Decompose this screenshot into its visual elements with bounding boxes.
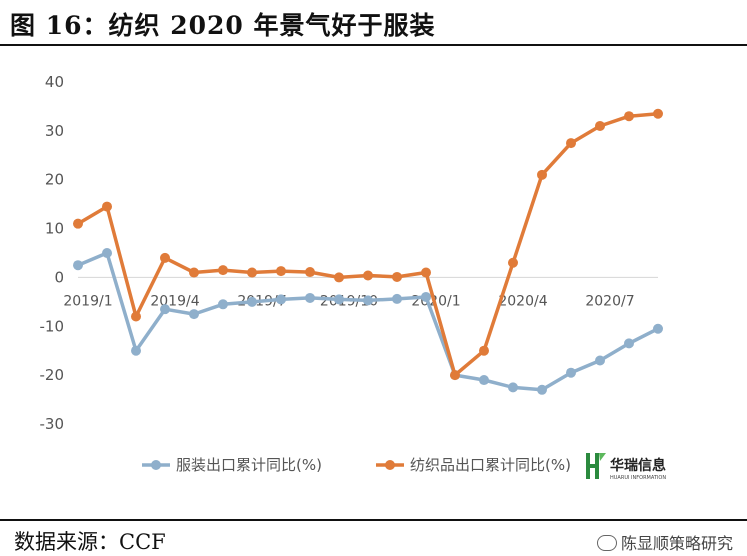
- logo-name: 华瑞信息: [610, 457, 666, 474]
- data-point: [160, 252, 170, 263]
- data-point: [537, 169, 547, 180]
- y-tick-label: -10: [40, 317, 65, 335]
- data-point: [160, 304, 170, 315]
- y-axis-ticks: 40 30 20 10 0 -10 -20 -30: [40, 73, 65, 433]
- data-point: [189, 309, 199, 320]
- y-tick-label: 0: [54, 268, 64, 286]
- data-point: [334, 294, 344, 305]
- data-point: [73, 218, 83, 229]
- data-point: [334, 272, 344, 283]
- watermark-text: 陈显顺策略研究: [620, 534, 733, 553]
- legend-label: 服装出口累计同比(%): [176, 456, 322, 474]
- data-point: [305, 267, 315, 278]
- y-tick-label: -20: [40, 366, 65, 384]
- wechat-icon: [596, 535, 617, 551]
- data-point: [595, 120, 605, 131]
- data-point: [392, 293, 402, 304]
- logo: 华瑞信息 HUARUI INFORMATION: [586, 453, 666, 481]
- data-point: [276, 294, 286, 305]
- data-point: [73, 260, 83, 271]
- x-tick-label: 2020/4: [498, 293, 547, 309]
- data-point: [508, 382, 518, 393]
- data-point: [421, 267, 431, 278]
- data-point: [102, 201, 112, 212]
- legend-label: 纺织品出口累计同比(%): [410, 456, 571, 474]
- data-point: [479, 375, 489, 386]
- data-point: [653, 108, 663, 119]
- y-tick-label: 10: [45, 220, 64, 238]
- data-point: [421, 291, 431, 302]
- y-tick-label: -30: [40, 415, 65, 433]
- data-point: [218, 299, 228, 310]
- y-tick-label: 20: [45, 171, 64, 189]
- watermark: 陈显顺策略研究: [596, 530, 733, 554]
- x-tick-label: 2020/7: [585, 293, 634, 309]
- data-point: [131, 311, 141, 322]
- data-point: [218, 265, 228, 276]
- legend-marker: [385, 460, 395, 470]
- legend: 服装出口累计同比(%) 纺织品出口累计同比(%): [142, 456, 571, 474]
- data-point: [653, 323, 663, 334]
- y-tick-label: 40: [45, 73, 64, 91]
- source-rule: [0, 519, 747, 521]
- x-tick-label: 2019/4: [150, 293, 199, 309]
- data-point: [392, 271, 402, 282]
- data-point: [276, 266, 286, 277]
- data-point: [624, 111, 634, 122]
- series-line: [77, 112, 659, 377]
- data-point: [305, 292, 315, 303]
- series-layer: [73, 108, 663, 395]
- data-point: [566, 367, 576, 378]
- data-point: [131, 345, 141, 356]
- x-tick-label: 2019/1: [63, 293, 112, 309]
- data-point: [479, 345, 489, 356]
- data-point: [595, 355, 605, 366]
- data-point: [537, 384, 547, 395]
- data-point: [624, 338, 634, 349]
- data-point: [247, 296, 257, 307]
- data-point: [247, 267, 257, 278]
- data-point: [189, 267, 199, 278]
- source-note: 数据来源：CCF: [14, 530, 166, 554]
- data-point: [102, 248, 112, 258]
- data-point: [508, 257, 518, 268]
- title-rule: [0, 44, 747, 46]
- figure-title: 图 16：纺织 2020 年景气好于服装: [10, 11, 436, 40]
- data-point: [450, 370, 460, 381]
- logo-mark-icon: [586, 453, 606, 479]
- data-point: [363, 270, 373, 281]
- legend-marker: [151, 460, 161, 470]
- data-point: [363, 295, 373, 306]
- y-tick-label: 30: [45, 122, 64, 140]
- data-point: [566, 138, 576, 149]
- logo-subtitle: HUARUI INFORMATION: [610, 475, 666, 481]
